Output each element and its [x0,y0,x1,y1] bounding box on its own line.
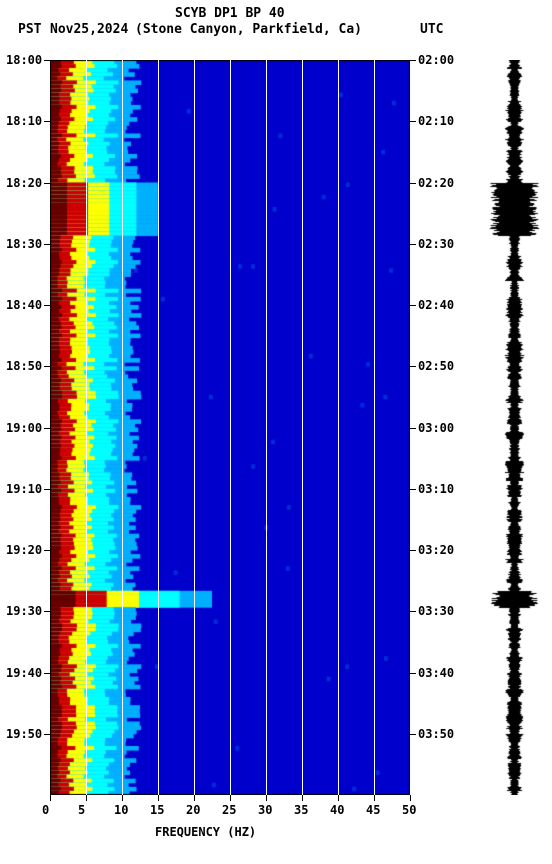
right-time-label: 02:10 [418,114,454,128]
right-time-label: 02:50 [418,359,454,373]
left-time-label: 19:30 [6,604,42,618]
x-tick-label: 30 [258,803,272,817]
left-time-label: 19:10 [6,482,42,496]
left-time-label: 18:50 [6,359,42,373]
right-time-label: 03:40 [418,666,454,680]
right-time-label: 03:50 [418,727,454,741]
x-tick-label: 20 [186,803,200,817]
left-time-label: 19:00 [6,421,42,435]
x-tick-label: 15 [150,803,164,817]
spectrogram-plot [50,60,410,795]
title-line1: SCYB DP1 BP 40 [175,6,285,21]
x-tick-label: 50 [402,803,416,817]
title-date: Nov25,2024 [50,22,128,37]
left-time-label: 18:00 [6,53,42,67]
x-tick-label: 10 [114,803,128,817]
right-time-label: 03:00 [418,421,454,435]
tz-right-label: UTC [420,22,443,37]
x-axis-label: FREQUENCY (HZ) [155,825,256,839]
left-time-label: 19:50 [6,727,42,741]
x-tick-label: 35 [294,803,308,817]
x-tick-label: 5 [78,803,85,817]
left-time-label: 18:30 [6,237,42,251]
right-time-label: 02:40 [418,298,454,312]
x-tick-label: 40 [330,803,344,817]
right-time-label: 03:10 [418,482,454,496]
right-time-label: 02:20 [418,176,454,190]
right-time-label: 03:30 [418,604,454,618]
x-tick-label: 45 [366,803,380,817]
left-time-label: 18:10 [6,114,42,128]
right-time-label: 03:20 [418,543,454,557]
tz-left-label: PST [18,22,41,37]
x-tick-label: 25 [222,803,236,817]
right-time-label: 02:00 [418,53,454,67]
left-time-label: 18:40 [6,298,42,312]
left-time-label: 19:20 [6,543,42,557]
seismogram-panel [487,60,542,795]
right-time-label: 02:30 [418,237,454,251]
left-time-label: 18:20 [6,176,42,190]
title-location: (Stone Canyon, Parkfield, Ca) [135,22,362,37]
left-time-label: 19:40 [6,666,42,680]
x-tick-label: 0 [42,803,49,817]
figure-container: SCYB DP1 BP 40 PST Nov25,2024 (Stone Can… [0,0,552,864]
